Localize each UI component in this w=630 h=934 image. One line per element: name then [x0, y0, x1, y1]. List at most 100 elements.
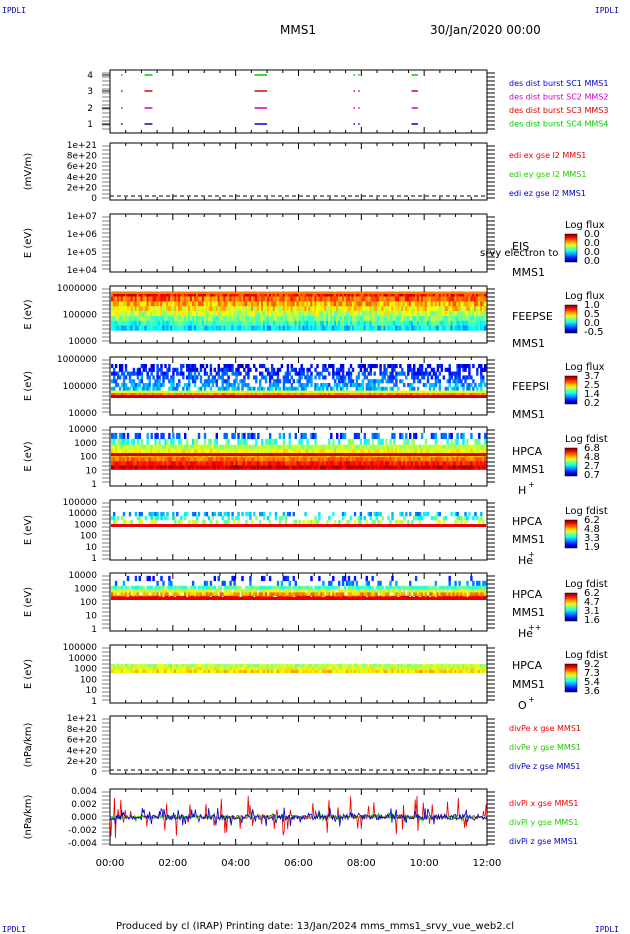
spectrogram-cell	[188, 386, 191, 391]
spectrogram-cell	[278, 393, 282, 396]
spectrogram-cell	[320, 311, 323, 317]
spectrogram-cell	[186, 301, 189, 307]
colorbar-tick-label: 6.8	[584, 443, 600, 454]
spectrogram-cell	[235, 390, 238, 394]
spectrogram-cell	[221, 371, 224, 376]
spectrogram-cell	[286, 386, 290, 391]
y-tick-label: 6e+20	[67, 736, 98, 746]
spectrogram-cell	[310, 393, 313, 396]
spectrogram-cell	[310, 448, 313, 454]
spectrogram-cell	[124, 301, 128, 307]
spectrogram-cell	[130, 296, 134, 302]
spectrogram-cell	[118, 393, 122, 396]
spectrogram-cell	[150, 306, 153, 312]
spectrogram-cell	[334, 465, 337, 470]
spectrogram-cell	[201, 291, 205, 297]
spectrogram-cell	[266, 371, 270, 376]
spectrogram-cell	[188, 390, 191, 394]
spectrogram-cell	[266, 438, 270, 445]
spectrogram-cell	[385, 296, 388, 302]
spectrogram-cell	[308, 390, 311, 394]
spectrogram-cell	[324, 306, 327, 312]
spectrogram-cell	[231, 306, 234, 312]
spectrogram-cell	[186, 320, 189, 326]
spectrogram-cell	[363, 432, 366, 440]
spectrogram-cell	[261, 315, 264, 321]
spectrogram-cell	[126, 291, 130, 297]
spectrogram-cell	[188, 379, 191, 384]
spectrogram-cell	[294, 301, 297, 307]
spectrogram-cell	[172, 375, 175, 380]
spectrogram-cell	[383, 375, 386, 380]
spectrogram-cell	[482, 444, 485, 450]
spectrogram-cell	[482, 296, 485, 302]
spectrogram-cell	[282, 386, 286, 391]
spectrogram-cell	[462, 457, 465, 462]
spectrogram-cell	[407, 383, 410, 388]
spectrogram-cell	[292, 325, 295, 331]
spectrogram-cell	[229, 444, 232, 450]
spectrogram-cell	[263, 301, 266, 307]
spectrogram-cell	[221, 461, 224, 466]
spectrogram-cell	[148, 457, 151, 462]
spectrogram-cell	[328, 448, 331, 454]
spectrogram-cell	[290, 311, 293, 317]
spectrogram-cell	[474, 291, 477, 297]
spectrogram-cell	[142, 301, 145, 307]
spectrogram-cell	[436, 448, 440, 454]
spectrogram-cell	[130, 301, 134, 307]
spectrogram-cell	[195, 311, 199, 317]
spectrogram-cell	[286, 367, 290, 372]
spectrogram-cell	[387, 457, 390, 462]
spectrogram-cell	[314, 320, 317, 326]
spectrogram-cell	[134, 448, 138, 454]
spectrogram-cell	[298, 315, 301, 321]
spectrogram-cell	[341, 306, 345, 312]
spectrogram-cell	[166, 325, 169, 331]
spectrogram-cell	[326, 296, 329, 302]
y-tick-label: 0	[91, 194, 97, 204]
spectrogram-cell	[462, 320, 465, 326]
spectrogram-cell	[219, 448, 222, 454]
spectrogram-cell	[113, 375, 116, 380]
spectrogram-cell	[199, 315, 203, 321]
spectrogram-cell	[401, 448, 404, 454]
spectrogram-cell	[369, 301, 372, 307]
spectrogram-cell	[243, 438, 246, 445]
spectrogram-cell	[231, 367, 234, 372]
spectrogram-cell	[373, 301, 376, 307]
spectrogram-cell	[247, 301, 250, 307]
spectrogram-cell	[282, 383, 286, 388]
spectrogram-cell	[367, 325, 370, 331]
spectrogram-cell	[462, 301, 465, 307]
spectrogram-cell	[466, 465, 469, 470]
spectrogram-cell	[134, 296, 138, 302]
spectrogram-cell	[211, 390, 215, 394]
spectrogram-cell	[448, 444, 451, 450]
spectrogram-cell	[407, 296, 410, 302]
spectrogram-cell	[369, 367, 372, 372]
spectrogram-cell	[146, 296, 149, 302]
spectrogram-cell	[241, 465, 244, 470]
spectrogram-cell	[476, 306, 479, 312]
spectrogram-cell	[353, 465, 357, 470]
spectrogram-cell	[369, 315, 372, 321]
spectrogram-cell	[341, 444, 345, 450]
spectrogram-cell	[430, 390, 434, 394]
spectrogram-cell	[178, 325, 181, 331]
spectrogram-cell	[476, 371, 479, 376]
spectrogram-cell	[124, 320, 128, 326]
spectrogram-cell	[156, 301, 159, 307]
spectrogram-cell	[353, 393, 357, 396]
spectrogram-cell	[162, 393, 165, 396]
spectrogram-cell	[241, 461, 244, 466]
spectrogram-cell	[448, 315, 451, 321]
spectrogram-cell	[480, 364, 483, 369]
spectrogram-cell	[215, 448, 218, 454]
spectrogram-cell	[448, 375, 451, 380]
spectrogram-cell	[195, 516, 199, 521]
spectrogram-cell	[268, 457, 272, 462]
spectrogram-cell	[401, 320, 404, 326]
spectrogram-cell	[227, 315, 230, 321]
spectrogram-cell	[369, 393, 372, 396]
